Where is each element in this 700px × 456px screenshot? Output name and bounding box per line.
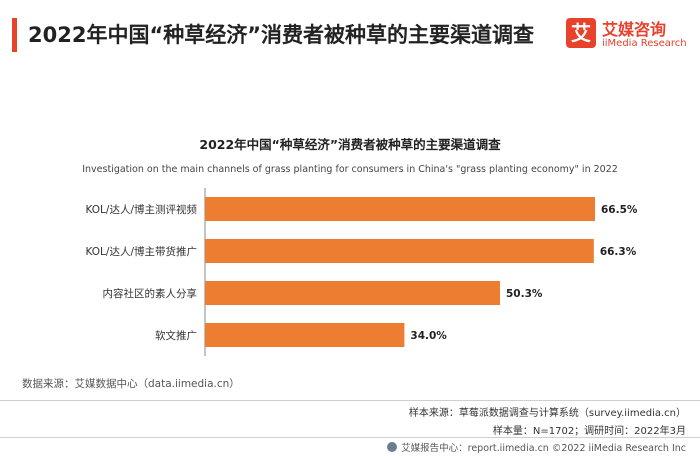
bar-2 bbox=[205, 281, 500, 305]
value-label-2: 50.3% bbox=[506, 288, 543, 300]
title-accent-bar bbox=[12, 18, 17, 52]
chart-title: 2022年中国“种草经济”消费者被种草的主要渠道调查 bbox=[199, 137, 501, 152]
footer-divider-bottom bbox=[0, 437, 700, 438]
bar-0 bbox=[205, 197, 595, 221]
bar-chart: 2022年中国“种草经济”消费者被种草的主要渠道调查 Investigation… bbox=[82, 137, 638, 356]
footer-divider-top bbox=[0, 400, 700, 401]
page-title: 2022年中国“种草经济”消费者被种草的主要渠道调查 bbox=[28, 23, 535, 47]
sample-info: 样本量：N=1702；调研时间：2022年3月 bbox=[492, 426, 686, 437]
copyright-text: 艾媒报告中心：report.iimedia.cn ©2022 iiMedia R… bbox=[401, 443, 686, 454]
shield-icon bbox=[387, 442, 398, 452]
logo-name: 艾媒咨询 bbox=[602, 20, 667, 39]
category-label-0: KOL/达人/博主测评视频 bbox=[85, 203, 197, 216]
logo-mark: 艾 bbox=[566, 18, 596, 48]
data-source: 数据来源：艾媒数据中心（data.iimedia.cn） bbox=[22, 378, 240, 390]
value-label-3: 34.0% bbox=[410, 330, 447, 342]
chart-subtitle: Investigation on the main channels of gr… bbox=[82, 164, 618, 175]
bar-1 bbox=[205, 239, 594, 263]
iimedia-logo: 艾 艾媒咨询 iiMedia Research bbox=[566, 16, 688, 56]
bars-group: KOL/达人/博主测评视频 66.5% KOL/达人/博主带货推广 66.3% 内容社区… bbox=[85, 197, 638, 347]
copyright: 艾媒报告中心：report.iimedia.cn ©2022 iiMedia R… bbox=[387, 440, 686, 454]
category-label-1: KOL/达人/博主带货推广 bbox=[85, 245, 197, 258]
category-label-3: 软文推广 bbox=[155, 329, 197, 342]
sample-source: 样本来源：草莓派数据调查与计算系统（survey.iimedia.cn） bbox=[408, 408, 686, 419]
category-label-2: 内容社区的素人分享 bbox=[103, 287, 198, 300]
bar-3 bbox=[205, 323, 405, 347]
value-label-0: 66.5% bbox=[601, 204, 638, 216]
logo-subtitle: iiMedia Research bbox=[602, 38, 687, 49]
value-label-1: 66.3% bbox=[600, 246, 637, 258]
